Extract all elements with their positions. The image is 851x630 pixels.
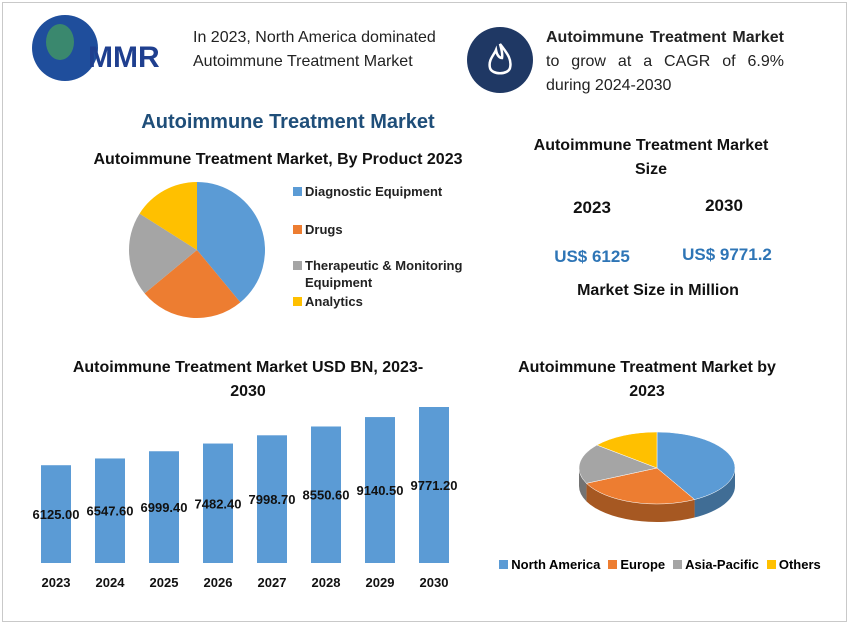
bar: [419, 407, 449, 563]
legend-item: Asia-Pacific: [673, 557, 759, 572]
value-label: 8550.60: [303, 488, 350, 503]
legend-item: Others: [766, 557, 821, 572]
pie-slice: [129, 213, 197, 294]
header-cagr: Autoimmune Treatment Market to grow at a…: [546, 26, 784, 98]
size-year: 2023: [573, 198, 611, 217]
bar: [149, 451, 179, 563]
legend-label: North America: [511, 557, 601, 572]
pie-slice: [585, 467, 696, 505]
legend-swatch: [673, 560, 683, 569]
chart-title: Autoimmune Treatment Market USD BN, 2023…: [72, 359, 424, 400]
legend-swatch: [293, 297, 302, 306]
cagr-rest: to grow at a CAGR of 6.9% during 2024-20…: [546, 53, 784, 94]
size-value: US$ 6125: [554, 247, 630, 266]
x-tick-label: 2024: [96, 575, 126, 590]
x-tick-label: 2025: [150, 575, 179, 590]
size-year: 2030: [705, 196, 743, 215]
legend-label: Asia-Pacific: [685, 557, 759, 572]
legend-label: Others: [778, 557, 821, 572]
pie-slice: [144, 250, 241, 318]
x-tick-label: 2026: [204, 575, 233, 590]
x-tick-label: 2023: [42, 575, 71, 590]
bar: [41, 465, 71, 563]
legend-swatch: [293, 225, 302, 234]
legend-label: Therapeutic & Monitoring Equipment: [305, 258, 463, 290]
logo-text: MMR: [88, 41, 160, 74]
legend: North America Europe Asia-Pacific Others: [470, 557, 850, 572]
value-label: 7998.70: [249, 492, 296, 507]
legend-label: Analytics: [305, 294, 363, 309]
value-label: 7482.40: [195, 496, 242, 511]
bar: [311, 426, 341, 563]
legend-label: Diagnostic Equipment: [305, 184, 443, 199]
legend-swatch: [766, 560, 776, 569]
legend-swatch: [293, 261, 302, 270]
legend-swatch: [608, 560, 618, 569]
bar: [203, 443, 233, 563]
value-label: 9771.20: [411, 478, 458, 493]
bar: [95, 458, 125, 563]
main-title: Autoimmune Treatment Market: [141, 111, 435, 133]
header-note: In 2023, North America dominated Autoimm…: [193, 29, 436, 70]
x-tick-label: 2029: [366, 575, 395, 590]
cagr-bold: Autoimmune Treatment Market: [546, 29, 784, 46]
value-label: 9140.50: [357, 483, 404, 498]
pie-slice: [197, 182, 265, 303]
size-value: US$ 9771.2: [682, 245, 772, 264]
legend-swatch: [293, 187, 302, 196]
legend-label: Drugs: [305, 222, 343, 237]
pie-slice: [596, 431, 658, 469]
frame: [2, 2, 847, 622]
chart-title: Autoimmune Treatment Market, By Product …: [93, 151, 463, 168]
pie-slice: [578, 444, 658, 484]
chart-title: Autoimmune Treatment Market by 2023: [518, 359, 776, 400]
size-footer: Market Size in Million: [577, 282, 739, 299]
pie-slice: [139, 182, 197, 250]
slice-side: [586, 483, 695, 523]
value-label: 6999.40: [141, 500, 188, 515]
logo-land: [46, 24, 74, 60]
value-label: 6547.60: [87, 504, 134, 519]
legend-item: North America: [499, 557, 600, 572]
icon-flame: [488, 43, 512, 75]
legend-swatch: [499, 560, 509, 569]
bar: [257, 435, 287, 563]
size-title: Autoimmune Treatment Market Size: [533, 137, 769, 178]
icon-circle: [467, 27, 533, 93]
x-tick-label: 2030: [420, 575, 449, 590]
value-label: 6125.00: [33, 507, 80, 522]
pie-slice: [656, 431, 736, 500]
legend-item: Europe: [608, 557, 665, 572]
x-tick-label: 2027: [258, 575, 287, 590]
legend-label: Europe: [620, 557, 666, 572]
x-tick-label: 2028: [312, 575, 341, 590]
slice-side: [694, 468, 735, 518]
bar: [365, 417, 395, 563]
